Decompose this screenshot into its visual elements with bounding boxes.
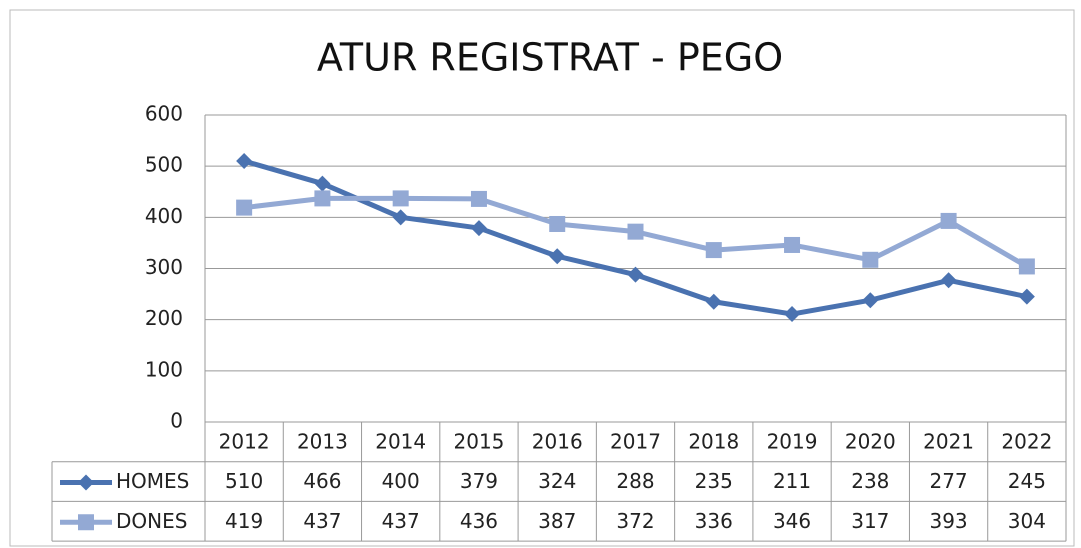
point <box>627 266 644 283</box>
table-value: 336 <box>695 509 733 533</box>
point <box>862 251 879 268</box>
table-value: 317 <box>851 509 889 533</box>
table-value: 437 <box>303 509 341 533</box>
point <box>862 292 879 309</box>
x-tick-label: 2016 <box>532 429 583 453</box>
table-value: 346 <box>773 509 811 533</box>
point <box>705 242 722 259</box>
table-value: 372 <box>616 509 654 533</box>
table-value: 510 <box>225 469 263 493</box>
point <box>314 175 331 192</box>
x-tick-label: 2017 <box>610 429 661 453</box>
y-tick-label: 400 <box>145 204 183 228</box>
chart-title: ATUR REGISTRAT - PEGO <box>317 36 783 80</box>
x-tick-label: 2013 <box>297 429 348 453</box>
legend-label: DONES <box>116 509 187 533</box>
x-tick-label: 2019 <box>767 429 818 453</box>
point <box>236 153 253 170</box>
table-value: 400 <box>382 469 420 493</box>
table-value: 245 <box>1008 469 1046 493</box>
x-tick-label: 2012 <box>219 429 270 453</box>
table-value: 235 <box>695 469 733 493</box>
point <box>705 293 722 310</box>
point <box>1018 288 1035 305</box>
legend-label: HOMES <box>116 469 189 493</box>
point <box>470 220 487 237</box>
table-value: 393 <box>929 509 967 533</box>
point <box>392 209 409 226</box>
point <box>470 190 487 207</box>
table-value: 324 <box>538 469 576 493</box>
legend-marker <box>78 514 94 531</box>
table-value: 211 <box>773 469 811 493</box>
y-tick-label: 600 <box>145 102 183 126</box>
point <box>940 212 957 229</box>
table-value: 419 <box>225 509 263 533</box>
table-value: 304 <box>1008 509 1046 533</box>
table-value: 288 <box>616 469 654 493</box>
point <box>784 236 801 253</box>
x-tick-label: 2015 <box>454 429 505 453</box>
y-tick-label: 300 <box>145 255 183 279</box>
point <box>549 248 566 265</box>
table-value: 437 <box>382 509 420 533</box>
table-value: 466 <box>303 469 341 493</box>
point <box>784 306 801 323</box>
y-tick-label: 200 <box>145 306 183 330</box>
x-tick-label: 2014 <box>375 429 426 453</box>
point <box>392 190 409 207</box>
table-value: 277 <box>929 469 967 493</box>
x-tick-label: 2020 <box>845 429 896 453</box>
point <box>627 223 644 240</box>
point <box>940 272 957 289</box>
point <box>549 215 566 232</box>
x-tick-label: 2018 <box>688 429 739 453</box>
point <box>1018 258 1035 275</box>
x-tick-label: 2021 <box>923 429 974 453</box>
table-value: 238 <box>851 469 889 493</box>
y-tick-label: 500 <box>145 153 183 177</box>
y-tick-label: 0 <box>170 409 183 433</box>
chart-border <box>9 9 1075 547</box>
table-value: 387 <box>538 509 576 533</box>
point <box>314 190 331 207</box>
x-tick-label: 2022 <box>1001 429 1052 453</box>
y-tick-label: 100 <box>145 357 183 381</box>
table-value: 436 <box>460 509 498 533</box>
table-value: 379 <box>460 469 498 493</box>
point <box>236 199 253 216</box>
legend-marker <box>78 474 94 491</box>
